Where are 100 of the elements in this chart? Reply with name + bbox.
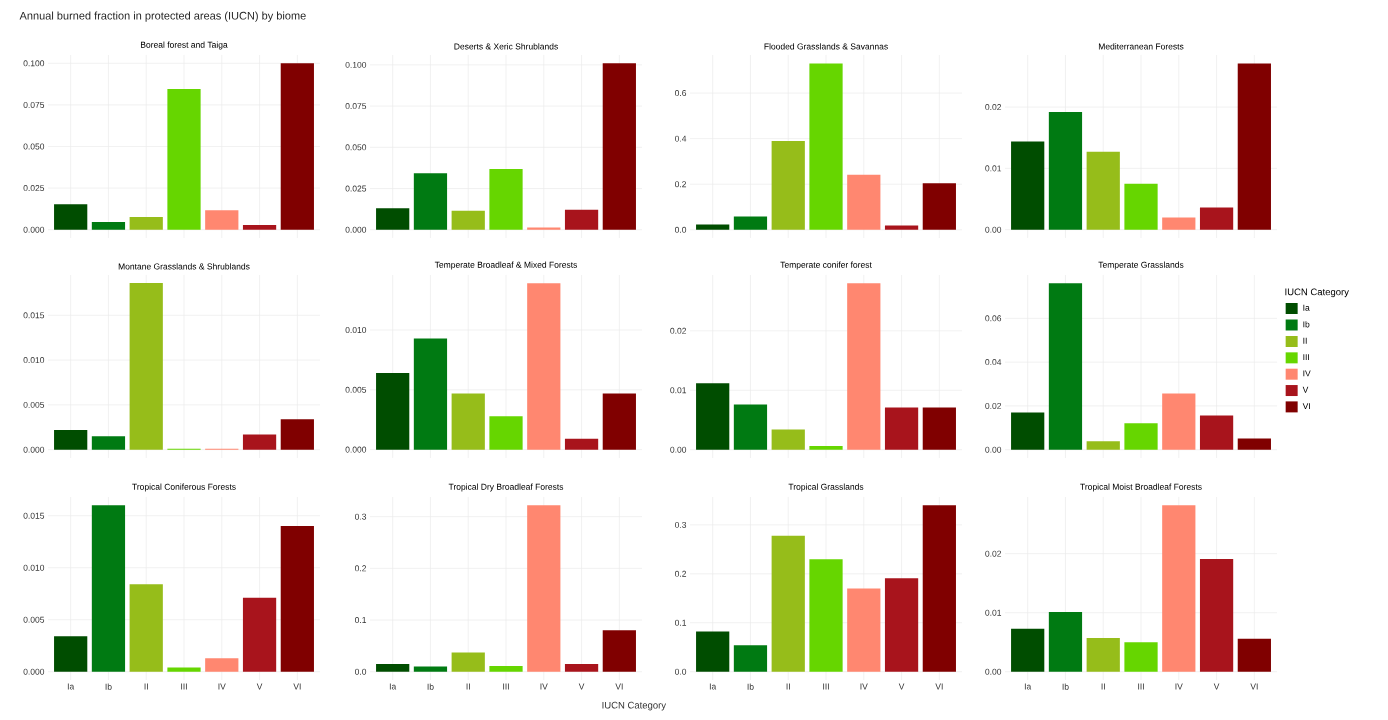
bar (922, 505, 956, 672)
bar (809, 559, 843, 672)
bar (451, 393, 485, 450)
legend-label: Ia (1303, 304, 1310, 311)
x-tick-label: III (1138, 683, 1144, 690)
chart-title: Tropical Moist Broadleaf Forests (1080, 483, 1202, 492)
y-tick-label: 0.015 (23, 512, 45, 519)
bar (1048, 111, 1083, 230)
chart-title: Tropical Dry Broadleaf Forests (448, 483, 564, 492)
y-tick-label: 0.01 (670, 387, 687, 394)
y-tick-label: 0.2 (674, 181, 687, 188)
bar (91, 505, 126, 672)
bar (884, 225, 919, 230)
chart-title: Boreal forest and Taiga (140, 41, 228, 50)
bar (564, 663, 599, 672)
y-tick-label: 0.0 (354, 668, 367, 675)
bar (451, 210, 485, 230)
chart-title: Temperate conifer forest (780, 261, 872, 270)
y-tick-label: 0.1 (674, 619, 687, 626)
x-tick-label: V (1213, 683, 1220, 690)
text: Annual burned fraction in protected areas (IUCN) by biome (19, 11, 306, 22)
bar (1086, 151, 1120, 230)
bar (733, 404, 768, 450)
x-tick-label: V (578, 683, 585, 690)
bar (1086, 638, 1120, 672)
y-tick-label: 0.005 (345, 386, 367, 393)
legend-label: Ib (1303, 321, 1310, 328)
x-tick-label: Ib (747, 683, 754, 690)
bar (696, 224, 730, 230)
bar (1048, 612, 1083, 672)
y-tick-label: 0.005 (23, 616, 45, 623)
bar (771, 140, 805, 230)
bar (280, 63, 314, 230)
bar (1199, 207, 1234, 230)
bar (54, 636, 88, 672)
y-tick-label: 0.1 (354, 617, 367, 624)
y-tick-label: 0.02 (985, 550, 1002, 557)
x-axis-title: IUCN Category (602, 701, 667, 711)
x-tick-label: IV (1175, 683, 1183, 690)
bar (733, 216, 768, 230)
y-tick-label: 0.025 (345, 185, 367, 192)
y-tick-label: 0.100 (23, 60, 45, 67)
bar (847, 174, 881, 230)
bar (696, 631, 730, 672)
bar (205, 658, 239, 672)
bar (205, 210, 239, 230)
bar (489, 666, 523, 672)
chart-title: Flooded Grasslands & Savannas (764, 43, 888, 50)
x-tick-label: Ia (389, 683, 397, 690)
x-tick-label: VI (293, 683, 301, 690)
bar (884, 407, 919, 450)
bar (376, 663, 410, 672)
y-tick-label: 0.06 (985, 315, 1002, 322)
y-tick-label: 0.02 (670, 327, 687, 334)
bar (167, 667, 201, 672)
y-tick-label: 0.04 (985, 359, 1002, 366)
bar (242, 597, 277, 672)
y-tick-label: 0.2 (674, 570, 687, 577)
bar (1199, 558, 1234, 672)
y-tick-label: 0.010 (23, 564, 45, 571)
x-tick-label: III (181, 683, 187, 690)
y-tick-label: 0.000 (345, 226, 367, 233)
bar (242, 434, 277, 450)
bar (602, 393, 636, 450)
bar (1162, 217, 1196, 230)
bar (564, 438, 599, 450)
x-tick-label: Ia (1024, 683, 1032, 690)
bar (847, 588, 881, 672)
y-tick-label: 0.015 (23, 312, 45, 319)
bar (922, 183, 956, 230)
y-tick-label: 0.010 (23, 357, 45, 364)
chart-title: Temperate Grasslands (1098, 261, 1184, 270)
y-tick-label: 0.01 (985, 609, 1002, 616)
x-tick-label: V (898, 683, 905, 690)
y-tick-label: 0.010 (345, 327, 367, 334)
y-tick-label: 0.050 (345, 144, 367, 151)
bar (167, 89, 201, 230)
x-tick-label: Ib (427, 683, 434, 690)
bar (54, 429, 88, 450)
y-tick-label: 0.6 (674, 90, 687, 97)
y-tick-label: 0.00 (985, 226, 1002, 233)
bar (1162, 505, 1196, 672)
bar (527, 283, 561, 450)
y-tick-label: 0.000 (345, 446, 367, 453)
x-tick-label: VI (935, 683, 943, 690)
legend-label: II (1303, 337, 1307, 344)
y-tick-label: 0.0 (674, 226, 687, 233)
bar (1237, 63, 1271, 230)
y-tick-label: 0.075 (23, 101, 45, 108)
x-tick-label: VI (615, 683, 623, 690)
chart-title: Mediterranean Forests (1098, 43, 1184, 50)
bar (564, 209, 599, 230)
bar (376, 373, 410, 450)
y-tick-label: 0.0 (674, 668, 687, 675)
bar (413, 666, 448, 672)
y-tick-label: 0.4 (674, 135, 687, 142)
bar (376, 208, 410, 230)
legend-label: V (1302, 386, 1309, 393)
bar (696, 383, 730, 450)
bar (922, 407, 956, 450)
